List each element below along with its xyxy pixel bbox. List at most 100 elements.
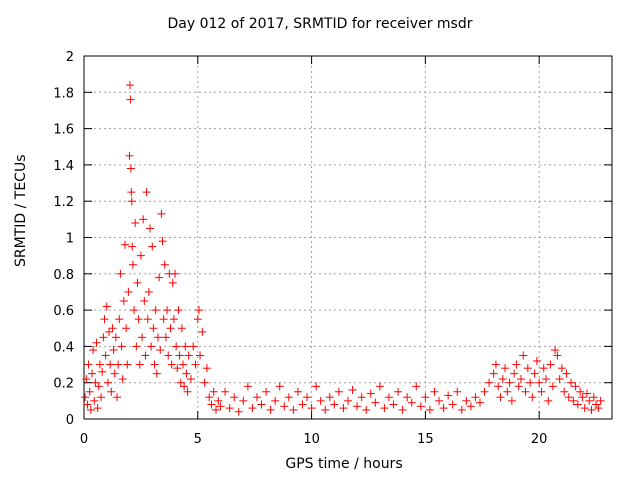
data-point (503, 387, 512, 396)
axes: 00.20.40.60.811.21.41.61.820 5 10 15 20 (53, 50, 613, 447)
data-point (416, 402, 425, 411)
data-point (480, 387, 489, 396)
data-point (81, 393, 90, 402)
data-point (280, 402, 289, 411)
data-point (92, 338, 101, 347)
data-point (152, 369, 161, 378)
data-point (421, 393, 430, 402)
data-point (573, 400, 582, 409)
data-point (523, 364, 532, 373)
data-point (284, 393, 293, 402)
data-point (366, 389, 375, 398)
data-point (117, 342, 126, 351)
data-point (116, 269, 125, 278)
data-point (510, 369, 519, 378)
data-point (115, 315, 124, 324)
data-point (179, 360, 187, 369)
data-point (535, 378, 544, 387)
plot-frame (83, 55, 613, 420)
data-point (353, 402, 362, 411)
data-point (140, 297, 149, 306)
data-point (89, 346, 98, 355)
data-point (85, 387, 94, 396)
data-point (580, 404, 589, 413)
data-point (131, 218, 140, 227)
data-point (82, 375, 91, 384)
data-point (107, 387, 116, 396)
data-point (221, 387, 230, 396)
data-point (334, 387, 343, 396)
data-point (357, 393, 366, 402)
data-point (156, 346, 165, 355)
data-point (100, 315, 109, 324)
data-point (111, 333, 120, 342)
data-point (494, 382, 503, 391)
data-point (375, 382, 384, 391)
data-point (564, 393, 573, 402)
y-tick-label: 0.6 (53, 304, 74, 319)
data-point (589, 393, 598, 402)
data-point (271, 396, 280, 405)
data-point (207, 400, 216, 409)
data-point (498, 375, 507, 384)
data-point (298, 400, 307, 409)
data-point (175, 351, 184, 360)
data-point (587, 405, 596, 414)
data-point (157, 209, 166, 218)
data-point (142, 188, 151, 197)
data-point (592, 400, 601, 409)
data-point (425, 405, 434, 414)
data-point (155, 273, 164, 282)
data-point (123, 360, 132, 369)
data-point (161, 333, 170, 342)
data-point (184, 351, 193, 360)
data-point (135, 360, 144, 369)
y-tick-label: 0.8 (53, 268, 74, 283)
data-point (362, 405, 371, 414)
data-point (198, 327, 207, 336)
data-point (457, 405, 466, 414)
data-points (81, 81, 605, 416)
data-point (225, 404, 234, 413)
data-point (585, 396, 594, 405)
data-point (596, 396, 605, 405)
data-point (257, 400, 266, 409)
data-point (189, 342, 198, 351)
data-point (553, 351, 562, 360)
data-point (126, 164, 135, 173)
data-point (136, 251, 145, 260)
data-point (196, 351, 205, 360)
y-tick-label: 0.4 (53, 340, 74, 355)
data-point (567, 378, 576, 387)
data-point (150, 360, 159, 369)
data-point (177, 324, 186, 333)
data-point (507, 396, 516, 405)
data-point (127, 188, 136, 197)
data-point (127, 197, 136, 206)
y-tick-label: 1 (66, 232, 74, 247)
data-point (582, 389, 591, 398)
data-point (512, 360, 521, 369)
data-point (216, 402, 225, 411)
data-point (90, 396, 99, 405)
data-point (521, 387, 530, 396)
data-point (398, 405, 407, 414)
data-point (128, 242, 137, 251)
data-point (125, 151, 134, 160)
data-point (113, 393, 121, 402)
y-tick-label: 1.2 (53, 195, 74, 210)
data-point (93, 404, 102, 413)
data-point (169, 315, 178, 324)
data-point (430, 387, 439, 396)
data-point (571, 382, 580, 391)
data-point (303, 393, 312, 402)
data-point (108, 324, 117, 333)
data-point (143, 315, 152, 324)
data-point (262, 387, 271, 396)
data-point (181, 342, 190, 351)
data-point (544, 396, 553, 405)
x-axis-label: GPS time / hours (285, 456, 403, 472)
data-point (555, 375, 564, 384)
data-point (194, 306, 203, 315)
x-tick-label: 5 (194, 432, 202, 447)
